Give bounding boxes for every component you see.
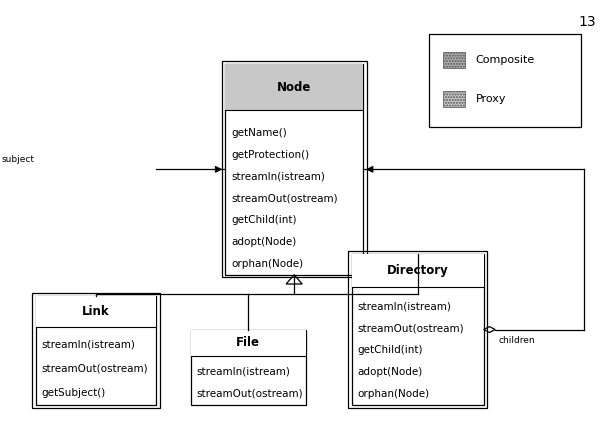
Text: adopt(Node): adopt(Node) [231, 237, 296, 247]
Text: getChild(int): getChild(int) [358, 346, 423, 355]
Text: streamOut(ostream): streamOut(ostream) [197, 389, 303, 399]
Text: streamOut(ostream): streamOut(ostream) [41, 364, 148, 374]
Text: Node: Node [277, 81, 312, 93]
Bar [32, 293, 160, 408]
Bar [429, 34, 581, 127]
Text: subject: subject [2, 155, 34, 164]
Bar [443, 91, 465, 107]
Bar [352, 254, 483, 287]
Text: children: children [498, 335, 535, 345]
Text: File: File [236, 336, 260, 349]
Text: streamIn(istream): streamIn(istream) [358, 301, 451, 311]
Text: getProtection(): getProtection() [231, 150, 309, 159]
Text: Link: Link [82, 305, 110, 318]
Bar [36, 296, 156, 405]
Text: adopt(Node): adopt(Node) [358, 368, 422, 377]
Bar [191, 330, 306, 405]
Bar [225, 64, 363, 275]
Text: orphan(Node): orphan(Node) [231, 259, 303, 269]
Text: getSubject(): getSubject() [41, 388, 106, 398]
Text: streamIn(istream): streamIn(istream) [197, 366, 290, 376]
Text: streamIn(istream): streamIn(istream) [41, 339, 136, 349]
Bar [225, 64, 363, 110]
Bar [36, 296, 156, 327]
Text: getChild(int): getChild(int) [231, 215, 296, 225]
Text: Composite: Composite [476, 55, 535, 66]
Text: Proxy: Proxy [476, 94, 506, 104]
Bar [443, 52, 465, 69]
Text: streamOut(ostream): streamOut(ostream) [358, 323, 464, 333]
Bar [191, 330, 306, 356]
Bar [348, 251, 487, 408]
Text: 13: 13 [578, 16, 596, 30]
Text: orphan(Node): orphan(Node) [358, 390, 430, 399]
Text: Directory: Directory [387, 264, 448, 277]
Text: streamIn(istream): streamIn(istream) [231, 171, 325, 181]
Text: getName(): getName() [231, 128, 287, 138]
Bar [352, 254, 483, 405]
Bar [222, 61, 367, 277]
Text: streamOut(ostream): streamOut(ostream) [231, 193, 338, 203]
